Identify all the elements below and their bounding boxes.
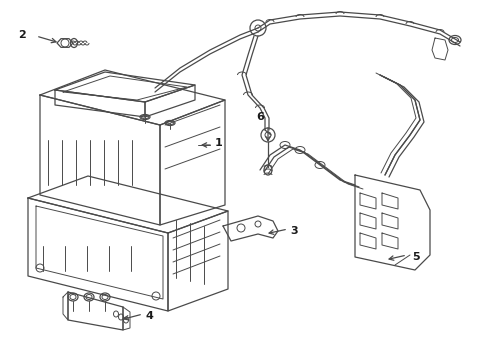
Text: 4: 4 (145, 311, 153, 321)
Text: 5: 5 (412, 252, 419, 262)
Text: 6: 6 (256, 112, 264, 122)
Text: 1: 1 (215, 138, 223, 148)
Text: 2: 2 (18, 30, 26, 40)
Text: 3: 3 (290, 226, 297, 236)
